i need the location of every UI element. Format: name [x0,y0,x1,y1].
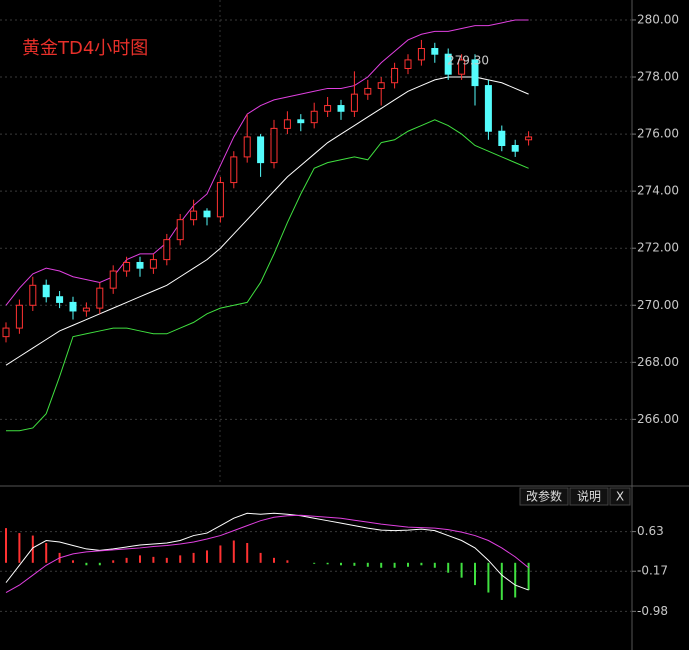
candle-body [283,119,291,129]
candle-body [404,59,412,69]
candle-body [216,182,224,218]
candle-body [69,301,77,312]
y-tick-label: 270.00 [637,298,679,312]
candle-body [56,296,64,303]
button-label[interactable]: 改参数 [526,489,562,504]
y-tick-label: 272.00 [637,241,679,255]
candle-body [42,284,50,298]
candle-body [163,239,171,261]
y-tick-label: 0.63 [637,524,664,538]
button[interactable] [519,487,569,506]
candle-body [230,156,238,184]
candle-body [511,145,519,152]
y-tick-label: -0.17 [637,564,668,578]
y-tick-label: -0.98 [637,604,668,618]
button-label[interactable]: 说明 [577,489,601,504]
candle-body [203,210,211,218]
line [6,119,529,432]
candle-body [136,261,144,269]
candle-body [176,219,184,241]
button[interactable] [569,487,609,506]
button[interactable] [609,487,631,506]
chart-title: 黄金TD4小时图 [22,38,148,59]
candle-body [2,327,10,338]
y-tick-label: 268.00 [637,355,679,369]
candle-body [458,59,466,75]
candle-body [391,67,399,84]
candle-body [471,59,479,87]
candle-body [123,261,131,272]
candle-body [444,53,452,75]
y-tick-label: 274.00 [637,184,679,198]
y-tick-label: 280.00 [637,12,679,26]
button-label[interactable]: X [616,490,624,504]
candle-body [431,48,439,55]
candle-body [364,87,372,95]
candle-body [15,304,23,329]
toolbar: 改参数 说明 X [519,487,631,506]
y-tick-label: 276.00 [637,127,679,141]
candle-body [109,270,117,289]
candle-body [257,136,265,164]
candle-body [324,105,332,112]
candle-body [525,136,533,141]
candle-body [243,136,251,158]
y-tick-label: 266.00 [637,412,679,426]
candle-body [350,93,358,112]
candle-body [190,210,198,221]
line [5,514,529,593]
candle-body [498,130,506,146]
y-tick-label: 278.00 [637,70,679,84]
candle-body [96,287,104,309]
line [5,76,529,366]
line [5,512,529,591]
candle-body [297,119,305,124]
candle-body [377,82,385,89]
candle-body [417,48,425,61]
candle-body [484,85,492,132]
line [5,19,529,306]
candle-body [82,307,90,312]
annotation: 279.30 [447,54,489,68]
candle-body [270,127,278,164]
candle-body [337,105,345,112]
candle-body [310,110,318,124]
candle-body [29,284,37,306]
candle-body [149,259,157,269]
